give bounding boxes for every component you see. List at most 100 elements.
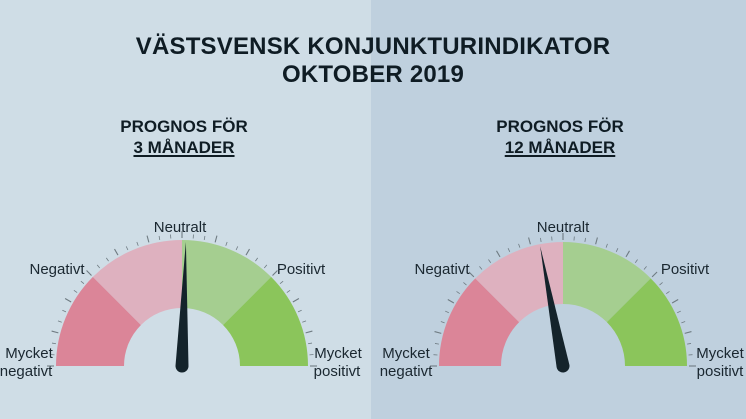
gauge-heading-label: PROGNOS FÖR: [496, 117, 624, 136]
gauge-tick: [51, 342, 57, 345]
gauge-tick: [203, 235, 206, 241]
gauge-tick: [687, 343, 692, 345]
gauge-tick: [496, 250, 501, 258]
gauge-tick: [307, 342, 313, 345]
gauge-tick: [136, 241, 139, 246]
gauge-tick: [64, 298, 72, 303]
label-very-positive-line2: positivt: [697, 363, 745, 380]
gauge-tick: [286, 289, 291, 293]
gauge-tick: [235, 246, 239, 251]
gauge-tick: [292, 298, 300, 303]
gauge-tick: [615, 248, 619, 252]
gauge-tick: [625, 250, 630, 258]
gauge-tick: [434, 343, 439, 345]
gauge-tick: [96, 264, 101, 269]
gauge-ticks: [430, 233, 696, 367]
needle-pointer: [175, 242, 189, 373]
gauge-tick: [595, 237, 598, 245]
gauge-tick: [643, 266, 647, 270]
gauge-tick: [302, 320, 307, 323]
gauge-tick: [245, 248, 250, 256]
gauge-3-months: Neutralt Negativt Positivt Mycket negati…: [0, 219, 363, 380]
gauge-tick: [507, 248, 511, 252]
gauge-tick: [263, 264, 268, 269]
segment-negative: [92, 240, 182, 325]
gauge-tick: [272, 270, 278, 276]
gauge-tick: [80, 280, 85, 285]
gauge-needle: [175, 242, 189, 373]
gauge-tick: [279, 280, 284, 285]
gauge-heading-12-months: PROGNOS FÖR 12 MÅNADER: [440, 116, 680, 158]
gauge-tick: [440, 321, 445, 324]
gauge-tick: [255, 257, 259, 262]
gauge-tick: [665, 291, 670, 295]
gauge-tick: [51, 330, 59, 334]
gauge-tick: [684, 331, 692, 334]
gauge-needle: [540, 246, 570, 373]
gauge-tick: [86, 270, 92, 276]
gauge-tick: [57, 320, 62, 323]
gauge-tick: [634, 259, 638, 264]
gauge-tick: [447, 299, 455, 304]
label-neutral: Neutralt: [154, 219, 207, 236]
gauge-tick: [479, 266, 483, 270]
label-positive: Positivt: [661, 261, 710, 278]
gauge-tick: [528, 237, 531, 245]
segment-positive: [563, 242, 651, 323]
label-very-positive-line1: Mycket: [314, 345, 362, 362]
segment-very-negative: [56, 276, 141, 366]
gauge-tick: [488, 259, 492, 264]
gauge-tick: [605, 243, 608, 248]
gauge-segments: [56, 240, 308, 366]
page-title-line1: VÄSTSVENSK KONJUNKTURINDIKATOR: [135, 33, 611, 60]
gauge-tick: [540, 237, 542, 242]
gauge-period-label: 12 MÅNADER: [504, 138, 616, 157]
gauge-tick: [434, 331, 442, 334]
gauge-period-label: 3 MÅNADER: [133, 138, 235, 157]
gauge-tick: [114, 248, 119, 256]
gauge-tick: [681, 321, 686, 324]
gauge-tick: [146, 235, 150, 243]
label-very-positive-line2: positivt: [314, 363, 362, 380]
gauge-tick: [214, 235, 218, 243]
gauge-tick: [584, 237, 586, 242]
segment-very-positive: [223, 276, 308, 366]
gauge-tick: [651, 271, 658, 278]
label-negative: Negativt: [29, 261, 85, 278]
gauge-tick: [456, 291, 461, 295]
gauge-12-months: Neutralt Negativt Positivt Mycket negati…: [380, 219, 745, 380]
label-positive: Positivt: [277, 261, 326, 278]
segment-positive: [182, 240, 272, 325]
gauge-tick: [659, 282, 663, 286]
page-title: VÄSTSVENSK KONJUNKTURINDIKATOR OKTOBER 2…: [0, 33, 746, 89]
label-very-negative-line1: Mycket: [5, 345, 53, 362]
label-neutral: Neutralt: [537, 219, 590, 236]
gauge-tick: [297, 309, 302, 313]
segment-very-negative: [439, 278, 520, 366]
needle-pointer: [540, 246, 570, 373]
gauge-heading-3-months: PROGNOS FÖR 3 MÅNADER: [64, 116, 304, 158]
gauge-tick: [468, 271, 475, 278]
label-very-positive-line1: Mycket: [696, 345, 744, 362]
gauge-tick: [125, 246, 129, 251]
gauge-tick: [305, 330, 313, 334]
gauge-tick: [445, 310, 449, 314]
gauge-ticks: [47, 231, 317, 367]
gauge-tick: [105, 257, 109, 262]
gauge-tick: [671, 299, 679, 304]
gauge-heading-label: PROGNOS FÖR: [120, 117, 248, 136]
label-very-negative-line2: negativt: [0, 363, 53, 380]
gauge-tick: [62, 309, 67, 313]
gauge-tick: [225, 241, 228, 246]
segment-negative: [475, 242, 563, 323]
gauge-tick: [677, 310, 681, 314]
gauge-segments: [439, 242, 687, 366]
gauge-tick: [518, 243, 521, 248]
label-very-negative-line2: negativt: [380, 363, 433, 380]
gauge-tick: [463, 282, 467, 286]
gauge-tick: [73, 289, 78, 293]
segment-very-positive: [606, 278, 687, 366]
label-very-negative-line1: Mycket: [382, 345, 430, 362]
page-title-line2: OKTOBER 2019: [281, 61, 465, 88]
